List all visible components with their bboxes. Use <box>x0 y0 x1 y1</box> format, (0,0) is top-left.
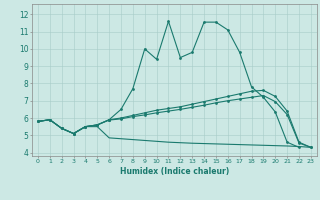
X-axis label: Humidex (Indice chaleur): Humidex (Indice chaleur) <box>120 167 229 176</box>
